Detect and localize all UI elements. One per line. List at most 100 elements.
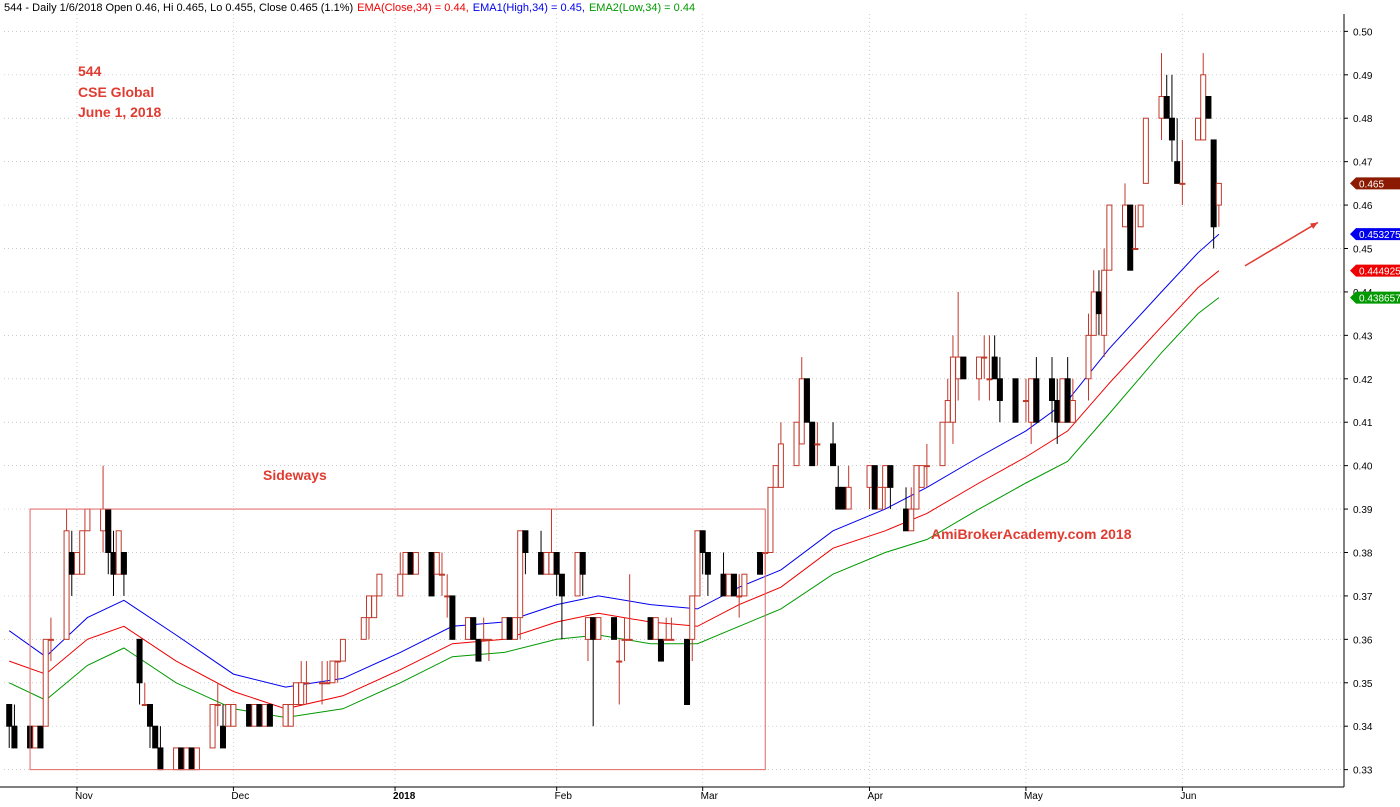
header-ema-high: EMA1(High,34) = 0.45, <box>473 2 585 14</box>
header-ema-close: EMA(Close,34) = 0.44, <box>357 2 469 14</box>
candle-up <box>444 595 451 598</box>
candle-up <box>1200 74 1207 141</box>
y-tick-label: 0.41 <box>1353 418 1373 429</box>
candle-down <box>704 551 711 575</box>
candle-up <box>652 617 659 640</box>
candle-up <box>73 551 80 575</box>
candle-up <box>621 638 628 641</box>
candle-down <box>449 595 456 640</box>
value-marker-label: 0.453275 <box>1359 230 1400 241</box>
candle-up <box>32 725 39 749</box>
candle-up <box>1215 182 1222 206</box>
candle-up <box>1059 378 1066 423</box>
candle-down <box>152 725 159 749</box>
candle-up <box>1158 96 1165 119</box>
candle-up <box>626 638 633 641</box>
candle-up <box>84 508 91 532</box>
candle-down <box>266 703 273 727</box>
candle-up <box>918 465 925 488</box>
annotation-date: June 1, 2018 <box>78 104 161 120</box>
x-tick-label: May <box>1024 791 1043 802</box>
candle-down <box>871 465 878 510</box>
candle-down <box>590 617 597 640</box>
candle-down <box>157 747 164 771</box>
y-tick-label: 0.35 <box>1353 679 1373 690</box>
y-tick-label: 0.33 <box>1353 766 1373 777</box>
candle-down <box>720 573 727 597</box>
value-marker-label: 0.444925 <box>1359 267 1400 278</box>
candle-down <box>120 551 127 575</box>
y-tick-label: 0.47 <box>1353 158 1373 169</box>
candle-up <box>814 443 821 446</box>
candle-up <box>793 421 800 467</box>
candle-down <box>105 508 112 553</box>
candle-up <box>339 638 346 662</box>
candle-up <box>412 551 419 575</box>
candle-up <box>319 682 326 685</box>
candle-down <box>840 486 847 510</box>
candle-up <box>230 703 237 727</box>
candle-down <box>903 508 910 532</box>
candle-up <box>736 595 743 598</box>
candle-up <box>292 682 299 705</box>
candle-down <box>1163 96 1170 119</box>
candle-up <box>402 551 409 575</box>
candle-up <box>397 573 404 597</box>
candle-up <box>360 617 367 640</box>
candle-down <box>830 443 837 467</box>
value-marker-label: 0.465 <box>1359 179 1384 190</box>
candles <box>6 53 1222 771</box>
candle-down <box>558 573 565 597</box>
candle-up <box>663 638 670 641</box>
ema-low-line <box>8 297 1220 719</box>
candle-up <box>100 508 107 532</box>
candle-down <box>553 551 560 575</box>
candle-up <box>433 551 440 575</box>
candle-up <box>193 747 200 771</box>
candle-up <box>767 486 774 553</box>
candle-up <box>251 703 258 727</box>
candle-up <box>1028 378 1035 423</box>
overlays <box>29 221 1319 771</box>
y-tick-label: 0.49 <box>1353 71 1373 82</box>
y-tick-label: 0.45 <box>1353 245 1373 256</box>
candle-down <box>809 421 816 467</box>
y-tick-label: 0.48 <box>1353 114 1373 125</box>
candle-down <box>803 378 810 423</box>
y-tick-label: 0.46 <box>1353 201 1373 212</box>
candle-up <box>845 486 852 510</box>
candle-down <box>6 703 13 727</box>
candle-down <box>68 551 75 575</box>
candle-up <box>1069 400 1076 423</box>
candle-up <box>303 682 310 685</box>
candle-up <box>334 660 341 663</box>
y-tick-label: 0.39 <box>1353 505 1373 516</box>
candle-up <box>939 421 946 467</box>
candle-down <box>538 551 545 575</box>
candle-down <box>37 725 44 749</box>
candle-down <box>1064 378 1071 423</box>
sideways-box <box>29 508 766 771</box>
candle-up <box>376 573 383 597</box>
header-ema-low: EMA2(Low,34) = 0.44 <box>589 2 695 14</box>
header-title: 544 - Daily 1/6/2018 Open 0.46, Hi 0.465… <box>4 2 353 14</box>
candle-up <box>511 617 518 640</box>
candle-up <box>668 638 675 641</box>
candle-up <box>298 682 305 705</box>
candle-up <box>725 573 732 597</box>
candle-up <box>741 573 748 597</box>
candle-down <box>1095 291 1102 315</box>
candle-down <box>647 617 654 640</box>
candle-down <box>136 638 143 684</box>
candle-down <box>522 530 529 553</box>
candle-up <box>365 595 372 619</box>
candle-up <box>115 530 122 575</box>
candle-up <box>209 703 216 749</box>
annotation-company: CSE Global <box>78 84 154 100</box>
candle-down <box>11 725 18 749</box>
candle-down <box>960 356 967 380</box>
candle-up <box>183 747 190 771</box>
candle-up <box>324 682 331 685</box>
value-marker <box>1350 264 1400 277</box>
